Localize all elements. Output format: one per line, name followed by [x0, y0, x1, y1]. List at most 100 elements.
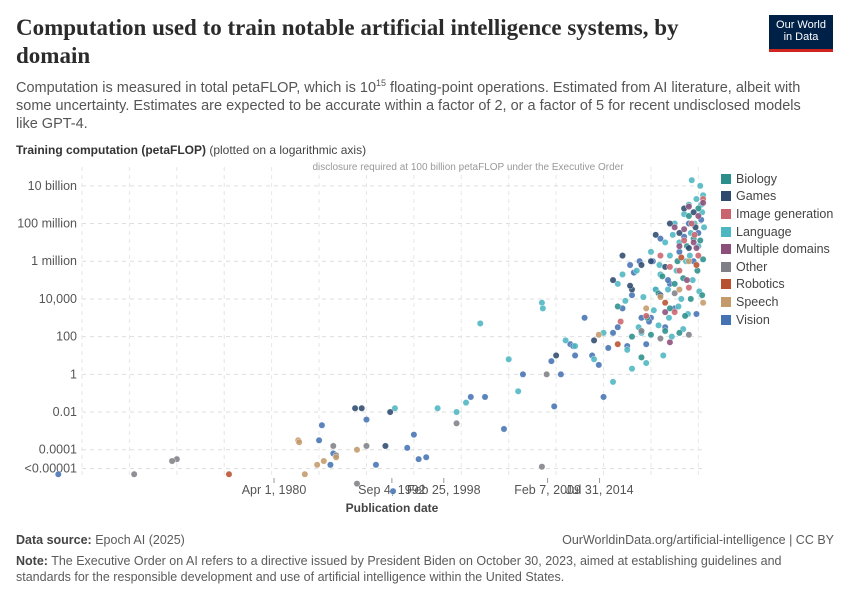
data-point[interactable]	[650, 306, 658, 314]
data-point[interactable]	[389, 487, 397, 495]
data-point[interactable]	[453, 419, 460, 427]
data-point[interactable]	[626, 282, 634, 290]
data-point[interactable]	[675, 229, 683, 237]
data-point[interactable]	[661, 327, 669, 335]
data-point[interactable]	[422, 453, 430, 461]
data-point[interactable]	[666, 304, 674, 312]
data-point[interactable]	[434, 404, 441, 412]
data-point[interactable]	[661, 238, 669, 246]
data-point[interactable]	[353, 480, 361, 488]
data-point[interactable]	[666, 338, 674, 346]
legend-item[interactable]: Vision	[721, 311, 833, 329]
data-point[interactable]	[698, 291, 706, 299]
data-point[interactable]	[642, 359, 650, 367]
data-point[interactable]	[694, 212, 702, 220]
legend-item[interactable]: Robotics	[721, 276, 833, 294]
data-point[interactable]	[696, 237, 704, 244]
data-point[interactable]	[514, 387, 522, 395]
data-point[interactable]	[675, 329, 683, 337]
data-point[interactable]	[619, 271, 626, 278]
data-point[interactable]	[538, 299, 546, 307]
data-point[interactable]	[668, 333, 676, 341]
data-point[interactable]	[415, 455, 423, 463]
data-point[interactable]	[647, 248, 655, 256]
data-point[interactable]	[666, 252, 674, 259]
data-point[interactable]	[295, 438, 303, 446]
data-point[interactable]	[505, 355, 513, 363]
data-point[interactable]	[539, 304, 547, 312]
data-point[interactable]	[677, 295, 685, 303]
data-point[interactable]	[372, 461, 380, 469]
data-point[interactable]	[664, 276, 672, 284]
data-point[interactable]	[318, 421, 326, 429]
data-point[interactable]	[327, 461, 334, 469]
data-point[interactable]	[581, 314, 588, 322]
data-point[interactable]	[693, 310, 700, 318]
data-point[interactable]	[659, 352, 667, 359]
data-point[interactable]	[557, 370, 565, 378]
data-point[interactable]	[638, 327, 645, 335]
data-point[interactable]	[685, 284, 693, 292]
legend-item[interactable]: Language	[721, 223, 833, 241]
data-point[interactable]	[681, 312, 689, 320]
data-point[interactable]	[547, 357, 555, 365]
data-point[interactable]	[614, 340, 622, 348]
legend-item[interactable]: Image generation	[721, 205, 833, 223]
data-point[interactable]	[675, 248, 683, 256]
data-point[interactable]	[665, 314, 673, 322]
data-point[interactable]	[538, 463, 546, 471]
data-point[interactable]	[609, 329, 617, 337]
data-point[interactable]	[675, 286, 683, 293]
source-url-link[interactable]: OurWorldinData.org/artificial-intelligen…	[562, 533, 834, 547]
data-point[interactable]	[614, 303, 622, 310]
data-point[interactable]	[604, 344, 612, 352]
data-point[interactable]	[410, 431, 418, 439]
data-point[interactable]	[168, 457, 176, 465]
data-point[interactable]	[467, 393, 475, 401]
data-point[interactable]	[666, 220, 674, 227]
data-point[interactable]	[130, 470, 138, 478]
data-point[interactable]	[225, 470, 233, 478]
data-point[interactable]	[657, 235, 664, 243]
data-point[interactable]	[609, 378, 617, 386]
data-point[interactable]	[614, 323, 622, 331]
legend-item[interactable]: Multiple domains	[721, 240, 833, 258]
data-point[interactable]	[699, 255, 707, 263]
data-point[interactable]	[694, 205, 702, 212]
data-point[interactable]	[315, 436, 323, 444]
data-point[interactable]	[633, 267, 641, 275]
data-point[interactable]	[600, 393, 607, 401]
data-point[interactable]	[675, 303, 682, 310]
data-point[interactable]	[694, 252, 702, 259]
data-point[interactable]	[642, 304, 650, 312]
data-point[interactable]	[590, 337, 598, 344]
data-point[interactable]	[363, 442, 370, 450]
data-point[interactable]	[652, 231, 660, 239]
data-point[interactable]	[671, 223, 679, 231]
data-point[interactable]	[353, 446, 361, 454]
data-point[interactable]	[671, 280, 679, 288]
data-point[interactable]	[647, 331, 655, 339]
data-point[interactable]	[685, 244, 693, 252]
data-point[interactable]	[671, 308, 679, 316]
data-point[interactable]	[690, 208, 698, 216]
data-point[interactable]	[642, 340, 650, 348]
data-point[interactable]	[628, 333, 636, 341]
data-point[interactable]	[552, 352, 560, 359]
legend-item[interactable]: Other	[721, 258, 833, 276]
data-point[interactable]	[699, 199, 707, 207]
data-point[interactable]	[657, 335, 664, 342]
data-point[interactable]	[382, 442, 389, 450]
data-point[interactable]	[693, 195, 700, 203]
data-point[interactable]	[661, 299, 669, 307]
data-point[interactable]	[687, 295, 695, 303]
data-point[interactable]	[391, 404, 399, 412]
data-point[interactable]	[595, 361, 603, 369]
data-point[interactable]	[329, 442, 337, 450]
data-point[interactable]	[658, 272, 666, 280]
data-point[interactable]	[617, 318, 625, 325]
data-point[interactable]	[562, 337, 570, 344]
data-point[interactable]	[623, 346, 631, 354]
data-point[interactable]	[656, 261, 663, 269]
data-point[interactable]	[638, 353, 645, 361]
